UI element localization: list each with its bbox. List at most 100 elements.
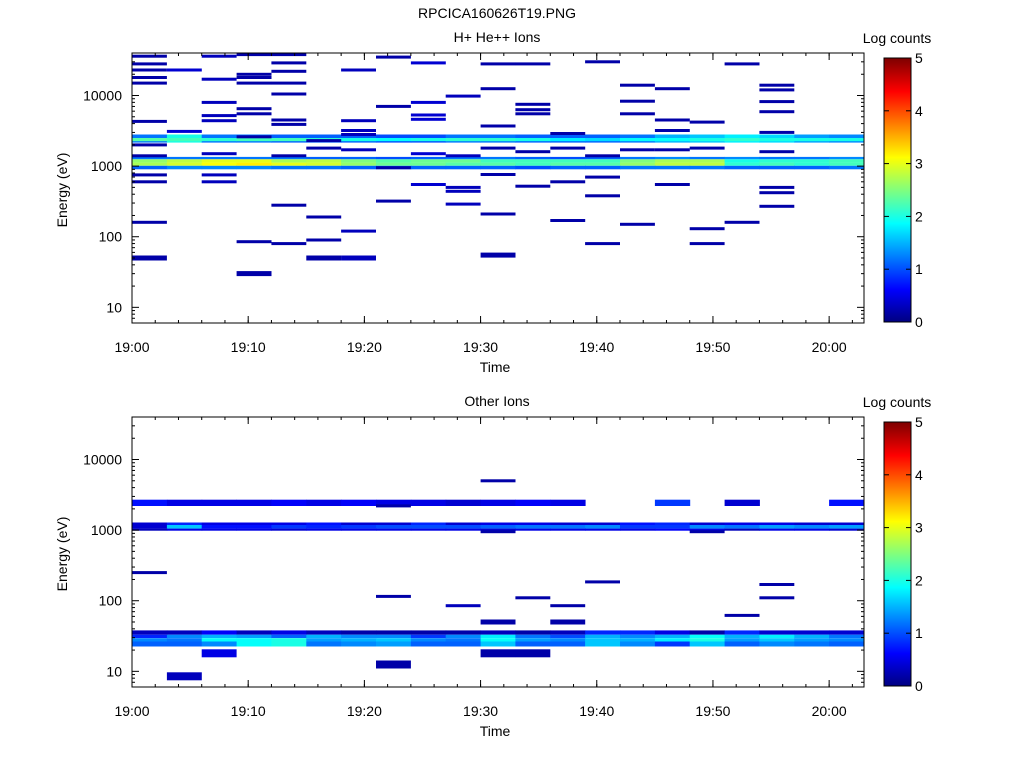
heatmap-cell <box>759 185 795 189</box>
colorbar-step <box>884 508 911 511</box>
colorbar-step <box>884 672 911 675</box>
heatmap-cell <box>410 156 447 160</box>
colorbar-step <box>884 280 911 283</box>
colorbar-step <box>884 184 911 187</box>
heatmap-cell <box>759 100 795 104</box>
heatmap-cell <box>794 641 830 647</box>
heatmap-cell <box>654 183 690 186</box>
colorbar-step <box>884 534 911 537</box>
colorbar-step <box>884 114 911 117</box>
heatmap-cell <box>271 522 307 525</box>
colorbar-step <box>884 66 911 69</box>
heatmap-cell <box>341 630 377 635</box>
colorbar-step <box>884 570 911 573</box>
colorbar-step <box>884 178 911 181</box>
colorbar-step <box>884 238 911 241</box>
heatmap-cell <box>585 175 620 179</box>
heatmap-cell <box>271 638 307 642</box>
heatmap-cell <box>724 528 760 531</box>
heatmap-cell <box>550 165 586 170</box>
heatmap-cell <box>445 94 481 98</box>
colorbar-step <box>884 164 911 167</box>
colorbar-step <box>884 584 911 587</box>
colorbar-step <box>884 94 911 97</box>
colorbar-step <box>884 518 911 521</box>
heatmap-cell <box>445 202 481 206</box>
heatmap-cell <box>376 156 412 160</box>
heatmap-cell <box>132 173 167 177</box>
colorbar-step <box>884 512 911 515</box>
heatmap-cell <box>759 130 795 134</box>
heatmap-cell <box>341 148 376 152</box>
heatmap-cell <box>445 522 481 525</box>
colorbar-step <box>884 242 911 245</box>
colorbar-step <box>884 254 911 257</box>
heatmap-cell <box>445 525 481 529</box>
colorbar-step <box>884 430 911 433</box>
colorbar-step <box>884 220 911 223</box>
heatmap-cell <box>166 165 203 170</box>
heatmap-cell <box>724 522 760 525</box>
heatmap-cell <box>585 580 620 584</box>
heatmap-cell <box>306 522 342 525</box>
heatmap-cell <box>271 81 307 85</box>
heatmap-cell <box>410 162 447 166</box>
colorbar-step <box>884 306 911 309</box>
colorbar-step <box>884 156 911 159</box>
heatmap-cell <box>306 641 342 647</box>
colorbar-tick-label: 4 <box>915 467 923 483</box>
heatmap-cell <box>794 528 830 531</box>
heatmap-cell <box>376 594 411 598</box>
colorbar-step <box>884 236 911 239</box>
colorbar-step <box>884 542 911 545</box>
heatmap-cell <box>271 154 307 158</box>
heatmap-cell <box>236 112 272 116</box>
heatmap-cell <box>376 162 412 166</box>
colorbar-step <box>884 504 911 507</box>
heatmap-cell <box>410 630 447 635</box>
colorbar-step <box>884 168 911 171</box>
heatmap-cell <box>166 156 203 160</box>
heatmap-cell <box>201 630 237 635</box>
colorbar-step <box>884 588 911 591</box>
heatmap-cell <box>306 146 342 150</box>
colorbar-step <box>884 110 911 113</box>
colorbar-step <box>884 538 911 541</box>
x-tick-label: 20:00 <box>812 703 847 719</box>
colorbar-tick-label: 3 <box>915 156 923 172</box>
heatmap-cell <box>654 638 691 642</box>
colorbar-step <box>884 228 911 231</box>
heatmap-cell <box>829 138 865 142</box>
heatmap-cell <box>515 630 551 635</box>
heatmap-cell <box>689 528 725 531</box>
heatmap-cell <box>132 634 168 639</box>
heatmap-cell <box>620 634 656 639</box>
colorbar-step <box>884 284 911 287</box>
heatmap-cell <box>515 159 551 163</box>
colorbar-step <box>884 268 911 271</box>
colorbar-tick-label: 1 <box>915 625 923 641</box>
heatmap-cell <box>724 641 760 647</box>
heatmap-cell <box>201 499 237 506</box>
heatmap-cell <box>201 173 237 177</box>
heatmap-cell <box>724 499 760 506</box>
heatmap-cell <box>759 191 795 195</box>
colorbar-step <box>884 636 911 639</box>
heatmap-cell <box>724 634 760 639</box>
heatmap-cell <box>620 99 655 103</box>
heatmap-cell <box>236 53 272 57</box>
colorbar-step <box>884 120 911 123</box>
heatmap-cell <box>132 138 168 142</box>
heatmap-cell <box>132 180 167 184</box>
colorbar-step <box>884 634 911 637</box>
heatmap-cell <box>654 525 691 529</box>
colorbar-step <box>884 188 911 191</box>
colorbar-step <box>884 528 911 531</box>
colorbar-step <box>884 472 911 475</box>
colorbar-step <box>884 78 911 81</box>
heatmap-cell <box>236 72 272 76</box>
heatmap-cell <box>306 255 342 261</box>
colorbar-step <box>884 668 911 671</box>
colorbar-step <box>884 428 911 431</box>
heatmap-cell <box>376 166 411 170</box>
